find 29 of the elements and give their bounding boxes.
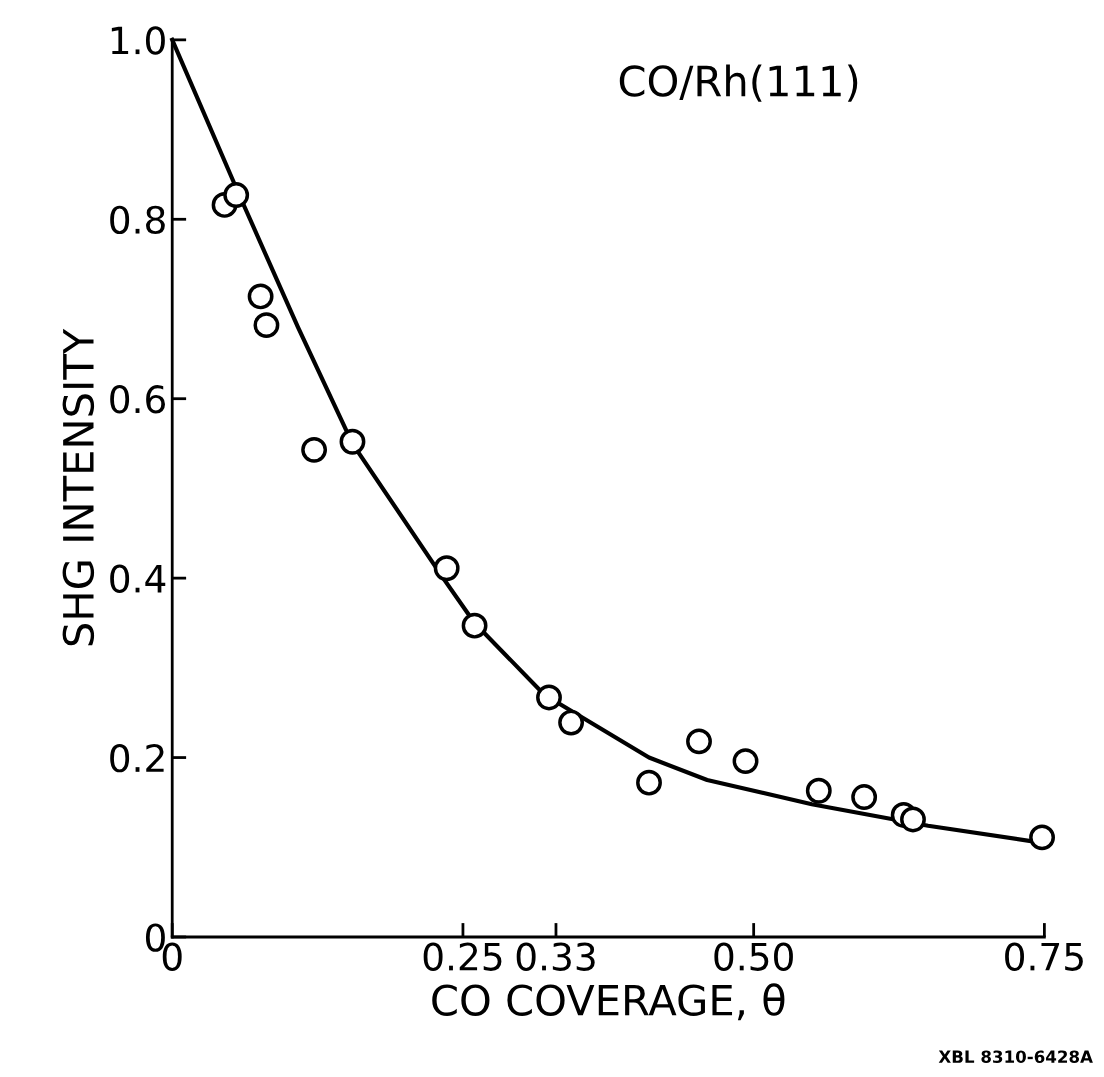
point — [558, 709, 585, 736]
point — [636, 769, 662, 796]
point — [851, 784, 878, 810]
point — [301, 436, 328, 463]
x-tick-label: 0.75 — [1005, 942, 1083, 971]
y-tick-label: 1.0 — [111, 26, 165, 55]
y-tick-label: 0.6 — [110, 385, 165, 414]
point — [339, 428, 366, 455]
point — [433, 555, 460, 582]
x-tick-label: 0.25 — [423, 942, 502, 971]
y-tick-label: 0.2 — [110, 743, 164, 773]
x-tick-label: 0.50 — [714, 942, 793, 971]
y-tick-label: 0.4 — [110, 564, 166, 593]
y-tick-label: 0.8 — [110, 205, 165, 235]
annotation: CO/Rh(111) — [619, 64, 858, 102]
point — [900, 806, 926, 833]
point — [461, 612, 488, 639]
point — [536, 684, 562, 711]
x-tick-label: 0.33 — [516, 942, 595, 971]
point — [732, 748, 759, 775]
x-axis-title: CO COVERAGE, θ — [432, 983, 785, 1021]
point — [223, 182, 250, 208]
y-axis-title: SHG INTENSITY — [62, 328, 95, 646]
point — [1029, 824, 1055, 851]
text: XBL 8310-6428A — [938, 1050, 1093, 1063]
point — [247, 283, 274, 310]
point — [253, 312, 280, 339]
point — [686, 728, 712, 755]
point — [805, 777, 832, 804]
